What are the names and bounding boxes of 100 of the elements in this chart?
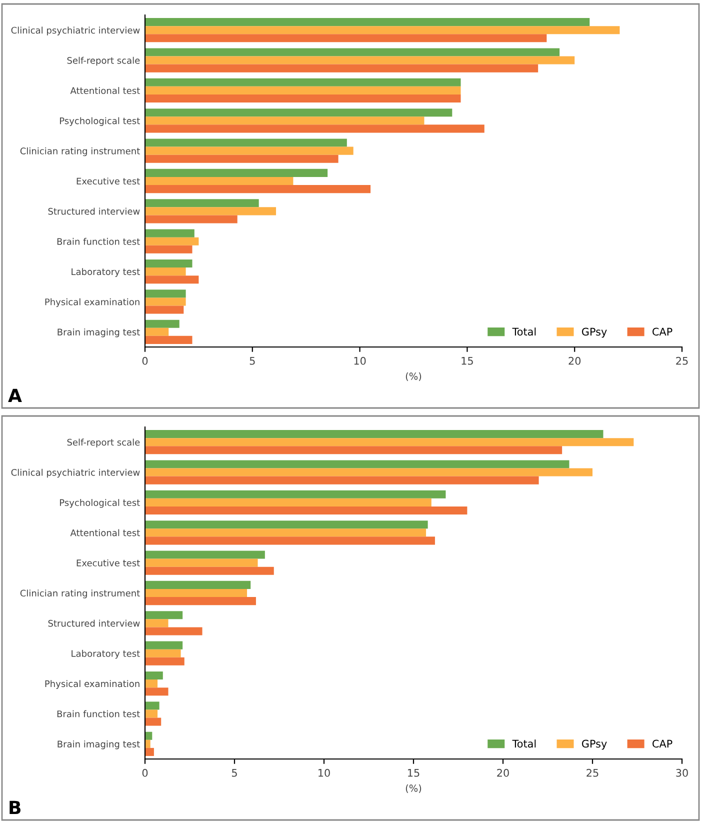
y-tick-label: Attentional test [70,529,140,536]
x-tick-label: 10 [318,768,330,777]
y-tick-label: Psychological test [60,117,140,126]
bar [145,298,186,306]
y-tick-label: Self-report scale [67,56,140,66]
y-tick-label: Clinical psychiatric interview [11,468,140,478]
x-tick-label: 0 [142,768,148,777]
x-tick-label: 25 [676,356,688,365]
y-tick-label: Laboratory test [72,268,140,277]
bar [145,460,570,468]
x-tick-label: 15 [408,769,420,777]
bar [145,328,169,336]
y-tick-label: Clinician rating instrument [20,590,140,598]
bar [145,245,192,254]
legend-label: GPsy [582,740,607,750]
bar [145,718,162,726]
bar [145,627,202,636]
bar [145,657,184,666]
bar [145,138,347,147]
legend-label: CAP [652,328,672,336]
x-tick-label: 20 [497,768,509,777]
bar [145,732,152,740]
legend-label: CAP [652,740,672,748]
bar [145,430,604,438]
bar [145,748,154,756]
bar [145,588,248,598]
x-tick-label: 0 [142,356,148,365]
bar [145,276,199,284]
x-tick-label: 30 [676,768,688,777]
bar [145,26,620,34]
bar [145,215,238,224]
bar [145,619,168,628]
y-tick-label: Structured interview [48,620,140,627]
bar [145,476,539,484]
bar [145,34,547,42]
bar [145,490,446,498]
y-tick-label: Laboratory test [72,650,140,659]
y-tick-label: Brain imaging test [58,328,140,338]
bar [145,154,338,163]
y-tick-label: Structured interview [48,208,140,215]
x-tick-label: 5 [250,357,255,365]
bar [145,259,192,268]
bar [145,498,432,506]
x-tick-label: 5 [232,769,237,777]
y-tick-label: Self-report scale [67,438,140,448]
bar [145,680,158,688]
y-tick-label: Executive test [76,178,140,185]
x-tick-label: 25 [586,768,598,777]
bar [145,78,461,86]
text: B [10,800,20,814]
bar [145,438,634,446]
bar [145,597,256,606]
bar [145,229,194,238]
bar [145,207,276,216]
bar [145,320,180,328]
bar [145,116,424,125]
y-tick-label: Attentional test [70,87,140,94]
y-tick-label: Physical examination [45,298,140,308]
y-tick-label: Psychological test [60,499,140,508]
y-tick-label: Executive test [76,559,140,566]
bar [145,710,158,718]
legend-label: Total [512,740,536,748]
bar [145,306,184,314]
bar [145,611,183,620]
bar [145,506,468,515]
bar [145,550,265,559]
bar [145,649,181,658]
bar [145,468,592,476]
bar [145,124,484,133]
bar [145,176,294,186]
x-tick-label: 10 [354,356,366,365]
bar [145,520,428,529]
bar [145,446,562,454]
bar [145,185,371,194]
bar [145,48,560,56]
y-tick-label: Physical examination [45,680,140,689]
bar [145,671,163,680]
x-tick-label: 20 [568,356,581,365]
bar [145,702,160,710]
y-tick-label: Clinical psychiatric interview [11,26,140,36]
y-tick-label: Brain function test [57,710,140,718]
bar [145,108,452,117]
bar [145,86,461,94]
bar [145,146,354,155]
bar [145,168,328,177]
legend-label: GPsy [582,328,607,338]
legend-label: Total [512,328,536,336]
bar [145,18,590,26]
bar [145,528,426,537]
bar [145,290,186,298]
bar [145,64,538,72]
x-axis-title: (%) [406,784,422,794]
bar [145,237,199,246]
bar [145,566,274,575]
bar [145,56,575,64]
y-tick-label: Brain function test [57,238,140,245]
y-tick-label: Brain imaging test [58,740,140,750]
bar [145,641,183,650]
bar [145,688,168,696]
bar [145,580,251,589]
